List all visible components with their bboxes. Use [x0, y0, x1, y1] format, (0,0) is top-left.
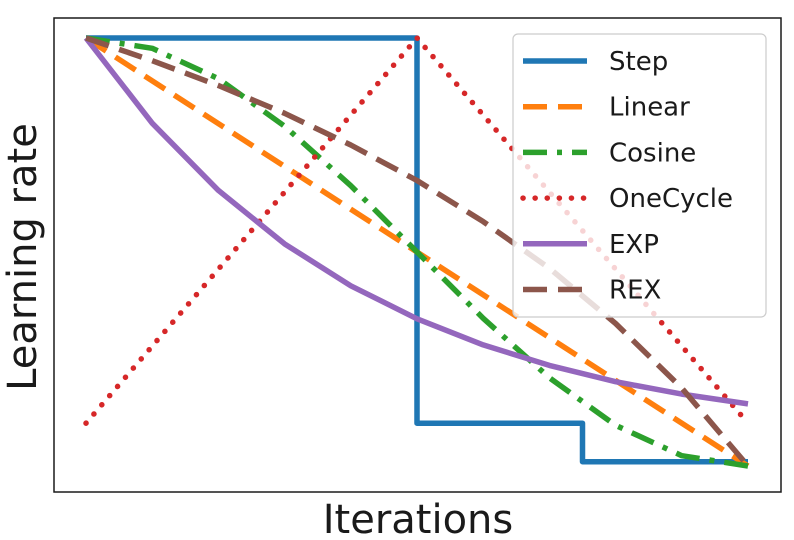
x-axis-title: Iterations [323, 497, 514, 540]
legend-label-rex: REX [609, 276, 661, 306]
legend-label-cosine: Cosine [609, 138, 696, 168]
plot-area-frame [53, 17, 782, 493]
series-line-cosine [85, 35, 749, 469]
y-axis-title: Learning rate [0, 123, 46, 391]
legend-entry-rex: REX [523, 276, 661, 306]
legend-entry-onecycle: OneCycle [520, 184, 733, 214]
legend-entry-exp: EXP [523, 230, 659, 260]
series-line-rex [85, 35, 751, 468]
series-line-exp [83, 36, 749, 407]
legend-label-linear: Linear [609, 93, 690, 123]
legend-label-onecycle: OneCycle [609, 184, 733, 214]
legend: Step Linear Cosine OneCycle EXP REX [512, 33, 767, 318]
legend-entry-linear: Linear [523, 93, 690, 123]
legend-entry-cosine: Cosine [523, 138, 696, 168]
series-line-step [86, 35, 748, 465]
legend-label-step: Step [609, 47, 668, 77]
legend-label-exp: EXP [609, 230, 659, 260]
legend-entry-step: Step [523, 47, 668, 77]
